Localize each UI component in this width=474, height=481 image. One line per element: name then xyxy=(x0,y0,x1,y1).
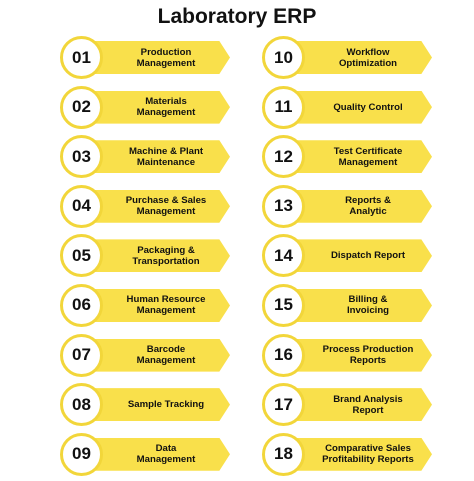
number-badge: 08 xyxy=(60,383,103,427)
item-label: Human Resource Management xyxy=(126,294,206,317)
item-number: 01 xyxy=(72,47,91,67)
list-item: 10 Workflow Optimization xyxy=(262,35,442,85)
item-label: Billing & Invoicing xyxy=(346,294,390,317)
number-badge: 07 xyxy=(60,333,103,377)
item-number: 09 xyxy=(72,444,91,464)
item-banner xyxy=(280,90,432,124)
item-label: Sample Tracking xyxy=(127,399,205,411)
list-item: 13 Reports & Analytic xyxy=(262,184,442,234)
item-number: 08 xyxy=(72,394,91,414)
list-item: 12 Test Certificate Management xyxy=(262,134,442,184)
item-label: Materials Management xyxy=(136,96,196,119)
item-number: 02 xyxy=(72,97,91,117)
item-number: 11 xyxy=(274,97,293,117)
item-number: 17 xyxy=(274,394,293,414)
item-number: 04 xyxy=(72,196,91,216)
list-item: 04 Purchase & Sales Management xyxy=(60,184,240,234)
item-label: Reports & Analytic xyxy=(345,195,391,218)
item-label: Brand Analysis Report xyxy=(333,393,403,416)
item-banner xyxy=(78,90,230,124)
item-number: 14 xyxy=(274,245,293,265)
number-badge: 09 xyxy=(60,432,103,476)
number-badge: 16 xyxy=(262,333,305,377)
item-banner xyxy=(280,41,432,74)
list-item: 09 Data Management xyxy=(60,432,240,481)
page-title: Laboratory ERP xyxy=(157,5,317,28)
item-banner xyxy=(78,388,230,422)
list-item: 18 Comparative Sales Profitability Repor… xyxy=(262,432,442,481)
item-banner xyxy=(78,338,230,372)
item-banner xyxy=(78,239,230,273)
item-banner xyxy=(280,239,432,273)
item-number: 03 xyxy=(72,146,91,166)
list-item: 08 Sample Tracking xyxy=(60,382,240,432)
item-number: 15 xyxy=(274,295,293,315)
list-item: 16 Process Production Reports xyxy=(262,333,442,383)
item-banner xyxy=(78,437,230,471)
number-badge: 06 xyxy=(60,283,103,327)
item-label: Packaging & Transportation xyxy=(132,244,200,267)
right-column: 10 Workflow Optimization 11 Quality Cont… xyxy=(262,35,442,481)
item-label: Test Certificate Management xyxy=(333,145,403,168)
item-label: Machine & Plant Maintenance xyxy=(128,145,204,168)
item-number: 10 xyxy=(274,47,293,67)
list-item: 14 Dispatch Report xyxy=(262,233,442,283)
item-label: Dispatch Report xyxy=(330,250,406,262)
item-number: 12 xyxy=(274,146,293,166)
item-number: 07 xyxy=(72,345,91,365)
number-badge: 10 xyxy=(262,36,305,79)
list-item: 01 Production Management xyxy=(60,35,240,85)
list-item: 02 Materials Management xyxy=(60,85,240,135)
number-badge: 03 xyxy=(60,135,103,179)
number-badge: 14 xyxy=(262,234,305,278)
number-badge: 18 xyxy=(262,432,305,476)
item-banner xyxy=(280,288,432,322)
item-label: Workflow Optimization xyxy=(338,46,398,69)
number-badge: 02 xyxy=(60,85,103,129)
item-label: Comparative Sales Profitability Reports xyxy=(322,443,414,466)
list-item: 03 Machine & Plant Maintenance xyxy=(60,134,240,184)
number-badge: 13 xyxy=(262,184,305,228)
item-banner xyxy=(280,338,432,372)
item-banner xyxy=(78,288,230,322)
number-badge: 05 xyxy=(60,234,103,278)
item-label: Production Management xyxy=(136,46,196,69)
number-badge: 12 xyxy=(262,135,305,179)
item-banner xyxy=(78,41,230,74)
left-column: 01 Production Management 02 Materials Ma… xyxy=(60,35,240,481)
item-label: Data Management xyxy=(136,443,196,466)
item-banner xyxy=(78,140,230,174)
list-item: 06 Human Resource Management xyxy=(60,283,240,333)
item-banner xyxy=(280,189,432,223)
item-banner xyxy=(280,388,432,422)
item-label: Barcode Management xyxy=(136,344,196,367)
item-number: 06 xyxy=(72,295,91,315)
item-number: 05 xyxy=(72,245,91,265)
item-label: Purchase & Sales Management xyxy=(125,195,207,218)
number-badge: 11 xyxy=(262,85,305,129)
item-number: 16 xyxy=(274,345,293,365)
item-number: 13 xyxy=(274,196,293,216)
list-item: 11 Quality Control xyxy=(262,85,442,135)
item-banner xyxy=(280,437,432,471)
item-banner xyxy=(280,140,432,174)
number-badge: 01 xyxy=(60,36,103,79)
number-badge: 04 xyxy=(60,184,103,228)
list-item: 07 Barcode Management xyxy=(60,333,240,383)
number-badge: 17 xyxy=(262,383,305,427)
number-badge: 15 xyxy=(262,283,305,327)
item-banner xyxy=(78,189,230,223)
list-item: 15 Billing & Invoicing xyxy=(262,283,442,333)
item-number: 18 xyxy=(274,444,293,464)
list-item: 17 Brand Analysis Report xyxy=(262,382,442,432)
item-label: Process Production Reports xyxy=(322,344,414,367)
item-label: Quality Control xyxy=(333,101,403,113)
list-item: 05 Packaging & Transportation xyxy=(60,233,240,283)
